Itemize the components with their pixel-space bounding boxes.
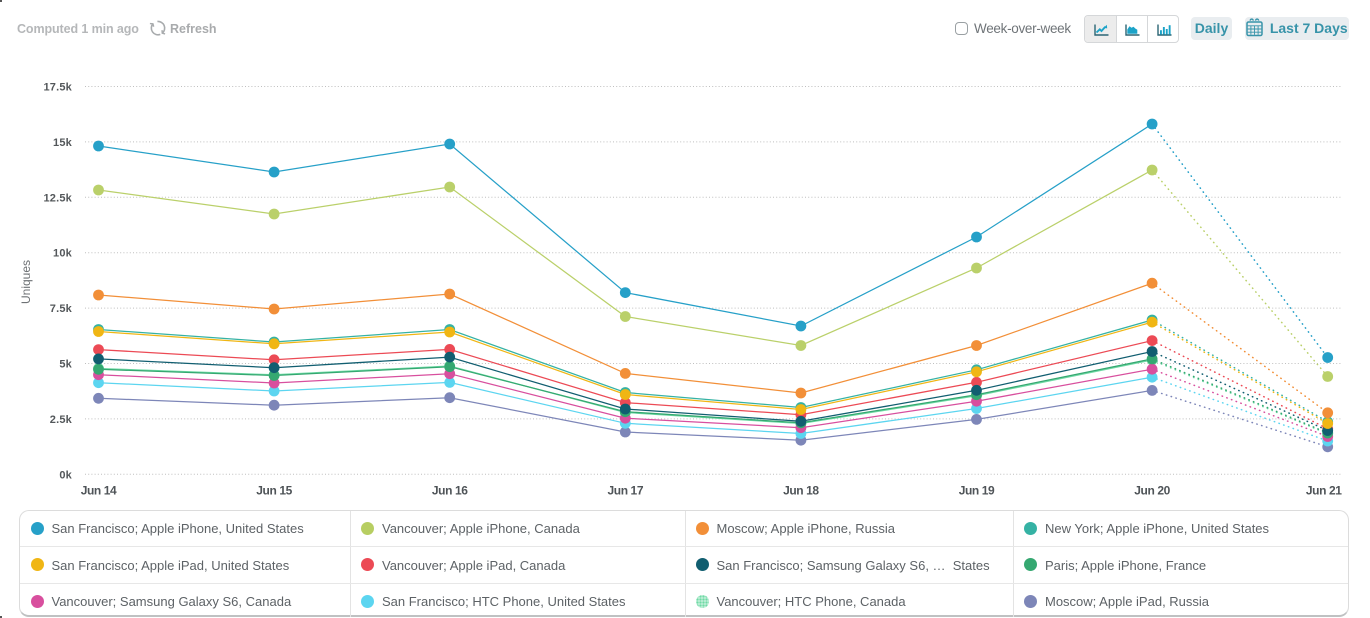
svg-text:Jun 20: Jun 20 [1134,484,1170,498]
svg-text:Uniques: Uniques [19,260,33,304]
svg-text:Jun 19: Jun 19 [959,484,995,498]
svg-text:0k: 0k [59,469,72,481]
svg-text:2.5k: 2.5k [50,414,73,426]
svg-text:Jun 17: Jun 17 [607,484,643,498]
svg-text:15k: 15k [53,137,73,149]
svg-text:7.5k: 7.5k [50,303,73,315]
svg-text:12.5k: 12.5k [43,192,72,204]
svg-text:17.5k: 17.5k [43,82,72,94]
svg-text:Jun 14: Jun 14 [81,484,117,498]
svg-text:Jun 21: Jun 21 [1306,484,1342,498]
svg-text:10k: 10k [53,248,73,260]
svg-text:Jun 16: Jun 16 [432,484,468,498]
svg-text:Jun 18: Jun 18 [783,484,819,498]
svg-text:5k: 5k [59,359,72,371]
svg-text:Jun 15: Jun 15 [256,484,292,498]
